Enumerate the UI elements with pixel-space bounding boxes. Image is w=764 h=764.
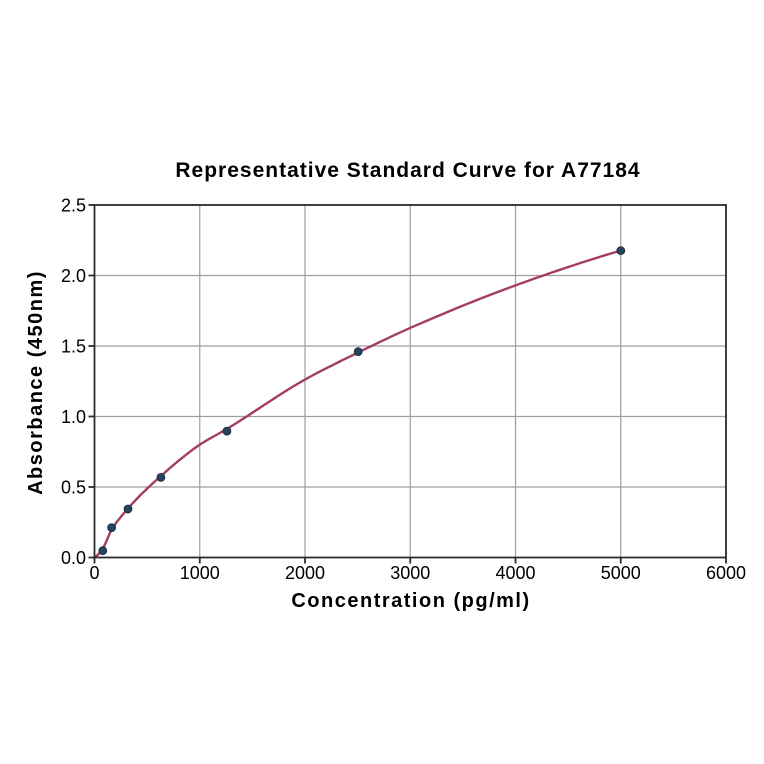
svg-text:2.0: 2.0 [61, 266, 86, 286]
svg-text:1.5: 1.5 [61, 337, 86, 357]
svg-text:4000: 4000 [495, 563, 535, 583]
svg-text:0.0: 0.0 [61, 548, 86, 568]
svg-text:Absorbance (450nm): Absorbance (450nm) [25, 270, 47, 495]
svg-text:2000: 2000 [285, 563, 325, 583]
svg-text:2.5: 2.5 [61, 196, 86, 216]
svg-text:3000: 3000 [390, 563, 430, 583]
svg-text:Concentration (pg/ml): Concentration (pg/ml) [291, 590, 530, 612]
svg-text:6000: 6000 [706, 563, 746, 583]
svg-text:0: 0 [89, 563, 99, 583]
svg-text:5000: 5000 [601, 563, 641, 583]
svg-text:Representative Standard Curve: Representative Standard Curve for A77184 [175, 159, 640, 182]
svg-text:0.5: 0.5 [61, 478, 86, 498]
svg-text:1000: 1000 [180, 563, 220, 583]
svg-text:1.0: 1.0 [61, 407, 86, 427]
